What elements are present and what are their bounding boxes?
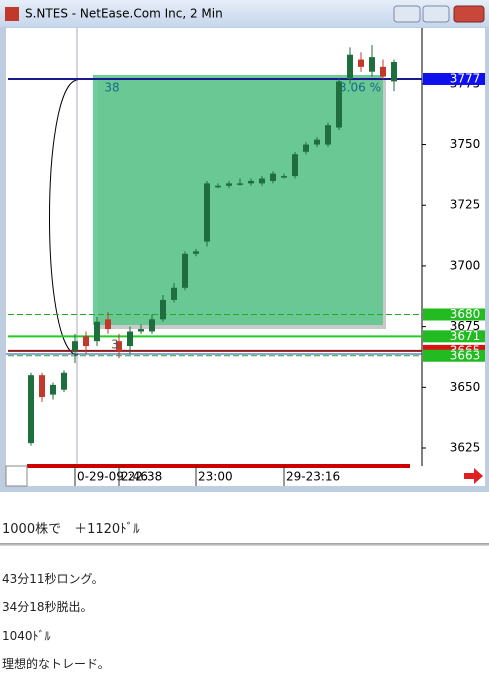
- post-headline: 1000株で ＋1120ﾄﾞﾙ: [2, 522, 140, 537]
- candle-body: [127, 331, 133, 347]
- candle-body: [292, 154, 298, 177]
- candle-body: [39, 375, 45, 398]
- arc: [49, 79, 79, 356]
- price-marker-label: 3671: [450, 329, 481, 343]
- candle-body: [336, 81, 342, 128]
- minimize-button[interactable]: [393, 5, 421, 23]
- candle-body: [314, 139, 320, 145]
- candle-body: [270, 173, 276, 181]
- candle-body: [116, 341, 122, 351]
- candle-body: [94, 321, 100, 342]
- candle-body: [72, 341, 78, 351]
- price-marker-label: 3777: [450, 71, 481, 85]
- separator: [0, 543, 489, 546]
- candle-body: [28, 375, 34, 444]
- candle-body: [193, 251, 199, 254]
- candle-body: [259, 178, 265, 184]
- chart-window: S.NTES - NetEase.Com Inc, 2 Min 3625 3650…: [0, 0, 489, 492]
- y-tick-label: 3700: [450, 258, 481, 272]
- x-axis-bar: [6, 466, 485, 486]
- corner-box: [5, 465, 28, 487]
- candle-body: [61, 372, 67, 390]
- candle-body: [347, 54, 353, 79]
- y-tick-label: 3750: [450, 137, 481, 151]
- y-tick-label: 3725: [450, 198, 481, 212]
- price-marker: [423, 330, 485, 343]
- app-icon: [5, 7, 19, 21]
- scroll-arrow[interactable]: [464, 468, 483, 484]
- candle-body: [50, 384, 56, 395]
- candle-body: [281, 176, 287, 178]
- candle-body: [369, 57, 375, 72]
- annotation: 3.06 %: [339, 81, 381, 95]
- candle-body: [325, 125, 331, 145]
- candle-body: [237, 183, 243, 185]
- candle-body: [105, 319, 111, 330]
- post-line: 理想的なトレード。: [2, 657, 110, 671]
- candle-body: [358, 59, 364, 67]
- x-tick-label: 29-23:16: [286, 470, 340, 484]
- candle-body: [226, 183, 232, 186]
- y-tick-label: 3675: [450, 319, 481, 333]
- maximize-button[interactable]: [422, 5, 450, 23]
- price-marker: [423, 349, 485, 362]
- price-marker-label: 3663: [450, 348, 481, 362]
- candle-body: [380, 66, 386, 77]
- trade-box: [93, 75, 383, 325]
- candle-body: [160, 299, 166, 320]
- candle-body: [182, 253, 188, 288]
- candle-body: [138, 329, 144, 332]
- y-tick-label: 3650: [450, 380, 481, 394]
- x-tick-label: 2:46: [121, 470, 148, 484]
- candle-body: [303, 144, 309, 152]
- post-line: 1040ﾄﾞﾙ: [2, 629, 51, 643]
- post-line: 34分18秒脱出。: [2, 600, 93, 614]
- window-title: S.NTES - NetEase.Com Inc, 2 Min: [25, 7, 223, 21]
- candle-body: [149, 319, 155, 332]
- x-tick-label: 0-29-09 22:38: [77, 470, 162, 484]
- candle-body: [248, 180, 254, 184]
- candle-body: [83, 336, 89, 347]
- annotation: 38: [104, 81, 119, 95]
- y-tick-label: 3625: [450, 441, 481, 455]
- close-button[interactable]: [453, 5, 485, 23]
- candle-body: [204, 183, 210, 242]
- candle-body: [171, 287, 177, 300]
- annotation: 3: [111, 338, 119, 352]
- price-marker: [423, 308, 485, 321]
- x-tick-label: 23:00: [198, 470, 233, 484]
- price-marker-label: 3680: [450, 307, 481, 321]
- price-marker: [423, 72, 485, 85]
- candle-body: [391, 61, 397, 82]
- post-line: 43分11秒ロング。: [2, 572, 104, 586]
- candle-body: [215, 185, 221, 188]
